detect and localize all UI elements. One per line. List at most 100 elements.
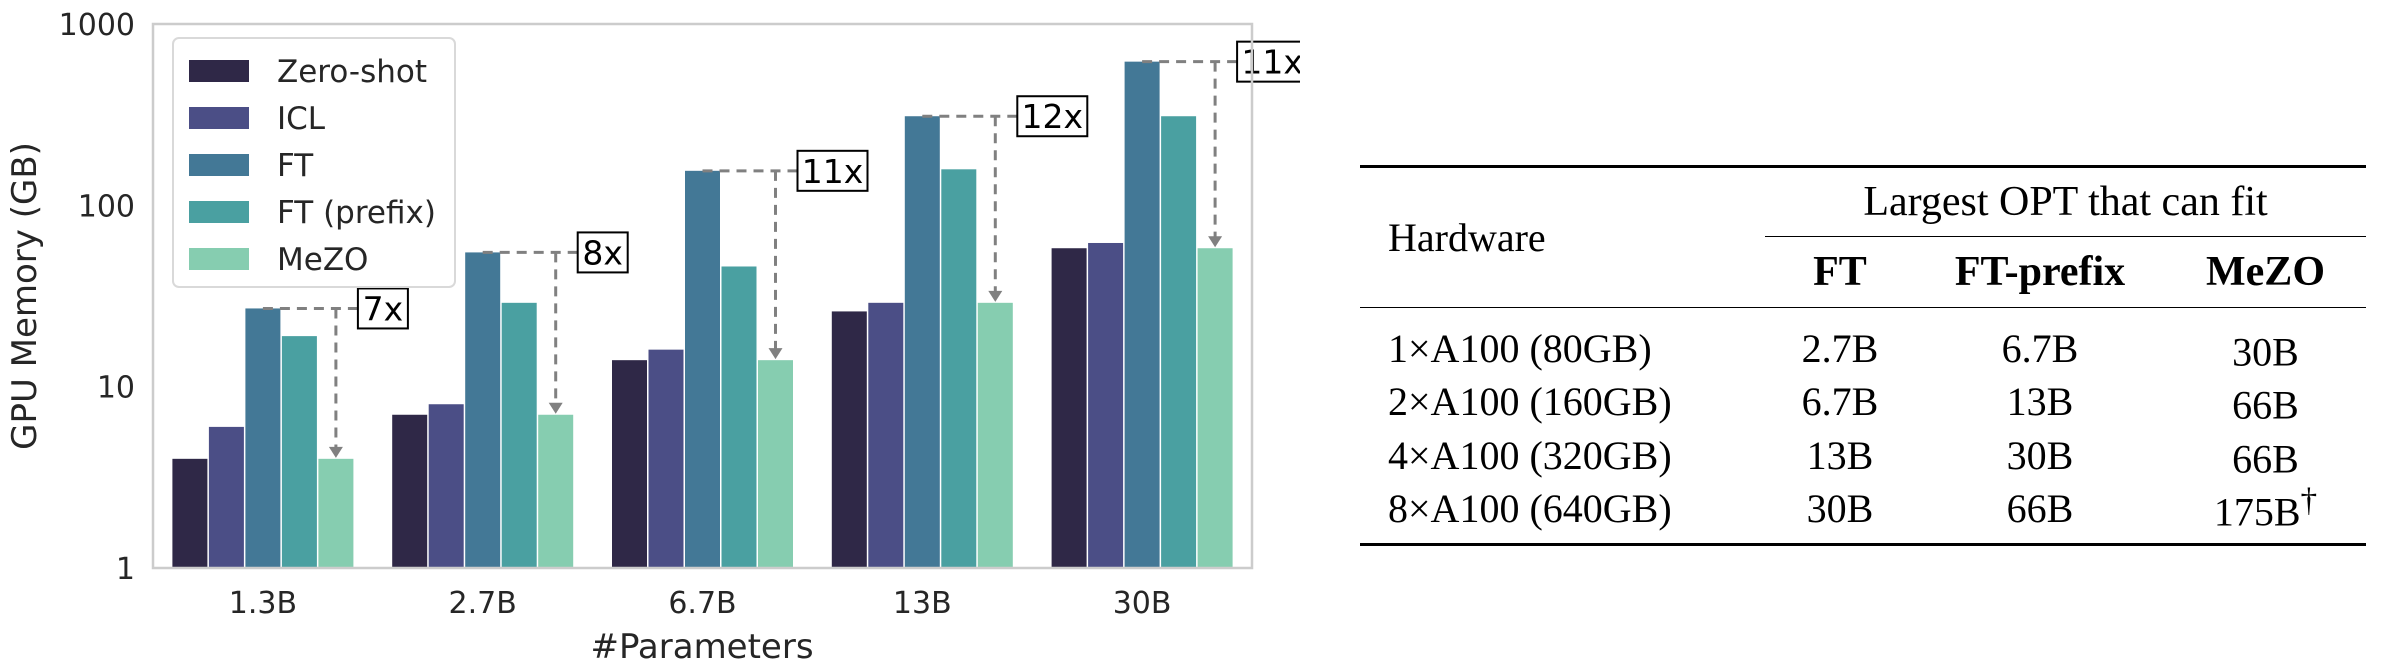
ratio-label: 12x	[1022, 97, 1084, 136]
bar-zero-shot-6-7b	[612, 360, 647, 568]
legend-label: Zero-shot	[277, 54, 427, 90]
mezo-value: 30B	[2232, 329, 2299, 375]
hardware-cell: 8×A100 (640GB)	[1388, 486, 1672, 532]
bar-mezo-1-3b	[318, 458, 354, 568]
legend-swatch	[189, 154, 249, 176]
table-row: 8×A100 (640GB) 30B 66B 175B†	[1360, 482, 2366, 543]
legend-swatch	[189, 107, 249, 129]
y-axis-label: GPU Memory (GB)	[5, 142, 45, 450]
ratio-label-box	[1236, 40, 1300, 83]
plot-frame	[151, 22, 1254, 570]
bar-icl-1-3b	[208, 426, 244, 568]
mezo-cell: 66B	[2165, 375, 2366, 428]
ratio-dashed-connector	[1142, 60, 1238, 239]
legend-frame	[172, 37, 456, 288]
bar-zero-shot-1-3b	[172, 458, 208, 568]
header-hardware: Hardware	[1388, 215, 1546, 260]
ratio-arrowhead	[768, 348, 783, 360]
bar-ft-prefix-1-3b	[281, 336, 317, 568]
ratio-label-box	[796, 149, 869, 192]
bar-ft-prefix-13b	[941, 169, 977, 568]
ft-cell: 6.7B	[1801, 379, 1879, 425]
legend-label: MeZO	[277, 242, 368, 278]
hardware-table: Hardware Largest OPT that can fit FT FT-…	[1360, 165, 2366, 547]
ft-cell: 13B	[1806, 432, 1874, 478]
memory-bar-chart: 7x 8x 11x 12x 11x 1 10 100 1000 1.3B 2.7B 6.7B 13B…	[5, 8, 1300, 667]
legend-swatch	[189, 201, 249, 223]
bar-icl-13b	[868, 302, 904, 568]
legend-swatch	[189, 60, 249, 82]
bar-mezo-30b	[1197, 248, 1233, 568]
bar-ft-prefix-30b	[1161, 116, 1197, 568]
bar-mezo-6-7b	[758, 360, 793, 568]
ratio-label: 8x	[582, 233, 623, 272]
ratio-dashed-connector	[262, 306, 358, 449]
bar-icl-2-7b	[428, 404, 464, 568]
bar-ft-2-7b	[465, 252, 501, 568]
mezo-value: 66B	[2232, 435, 2299, 481]
ratio-label-box	[356, 287, 409, 330]
y-tick-label: 100	[78, 189, 135, 224]
ft-prefix-cell: 13B	[2006, 379, 2074, 425]
ratio-label-box	[1016, 95, 1089, 138]
bar-ft-13b	[904, 116, 940, 568]
ft-cell: 2.7B	[1801, 326, 1879, 372]
x-axis-label: #Parameters	[590, 627, 813, 667]
ratio-label: 11x	[1241, 43, 1300, 82]
ratio-arrowhead	[328, 446, 343, 458]
x-tick-label: 13B	[893, 586, 952, 621]
x-tick-label: 1.3B	[229, 586, 297, 621]
y-tick-label: 10	[97, 371, 135, 406]
bar-zero-shot-2-7b	[392, 414, 428, 568]
legend-label: FT (prefix)	[277, 195, 436, 231]
ratio-arrowhead	[548, 402, 563, 414]
legend: Zero-shot ICL FT FT (prefix) MeZO	[172, 37, 456, 288]
x-tick-label: 6.7B	[668, 586, 736, 621]
bar-icl-6-7b	[648, 349, 684, 568]
bar-mezo-2-7b	[538, 414, 574, 568]
header-ft: FT	[1813, 249, 1867, 295]
table-row: 1×A100 (80GB) 2.7B 6.7B 30B	[1360, 308, 2366, 375]
ratio-dashed-connector	[922, 114, 1018, 293]
header-ft-prefix: FT-prefix	[1954, 249, 2126, 295]
bar-zero-shot-30b	[1051, 248, 1087, 568]
bar-ft-prefix-6-7b	[721, 266, 757, 568]
ratio-label: 11x	[802, 152, 864, 191]
mezo-cell: 30B	[2165, 308, 2366, 375]
ratio-label-box	[576, 231, 629, 274]
table-top-rule	[1360, 165, 2366, 168]
bar-ft-30b	[1124, 61, 1160, 569]
y-tick-label: 1	[116, 552, 135, 587]
bar-mezo-13b	[977, 302, 1013, 568]
ratio-annotations: 7x 8x 11x 12x 11x	[262, 40, 1300, 458]
mezo-cell: 175B†	[2165, 482, 2366, 543]
header-mezo: MeZO	[2206, 249, 2325, 295]
bar-ft-prefix-2-7b	[501, 302, 537, 568]
hardware-cell: 4×A100 (320GB)	[1388, 432, 1672, 478]
legend-label: ICL	[277, 101, 326, 137]
ratio-arrowhead	[988, 290, 1003, 302]
ratio-arrowhead	[1208, 236, 1223, 248]
x-tick-label: 30B	[1113, 586, 1172, 621]
hardware-cell: 2×A100 (160GB)	[1388, 379, 1672, 425]
mezo-value: 66B	[2232, 382, 2299, 428]
mezo-cell: 66B	[2165, 429, 2366, 482]
bar-icl-30b	[1088, 242, 1124, 568]
legend-label: FT	[277, 148, 314, 184]
x-axis-ticks: 1.3B 2.7B 6.7B 13B 30B	[229, 586, 1172, 621]
y-axis-ticks: 1 10 100 1000	[59, 8, 135, 587]
header-group-largest-opt: Largest OPT that can fit	[1863, 179, 2268, 225]
legend-swatch	[189, 248, 249, 270]
mezo-value: 175B	[2213, 489, 2301, 535]
header-rule	[1360, 307, 2366, 308]
table-row: 2×A100 (160GB) 6.7B 13B 66B	[1360, 375, 2366, 428]
bar-group	[172, 61, 1233, 569]
table-row: 4×A100 (320GB) 13B 30B 66B	[1360, 429, 2366, 482]
bar-ft-6-7b	[685, 170, 720, 568]
ft-prefix-cell: 66B	[2006, 486, 2074, 532]
x-tick-label: 2.7B	[449, 586, 517, 621]
bar-zero-shot-13b	[831, 311, 867, 568]
ft-prefix-cell: 30B	[2006, 432, 2074, 478]
bar-ft-1-3b	[245, 308, 281, 568]
ratio-dashed-connector	[482, 250, 578, 405]
